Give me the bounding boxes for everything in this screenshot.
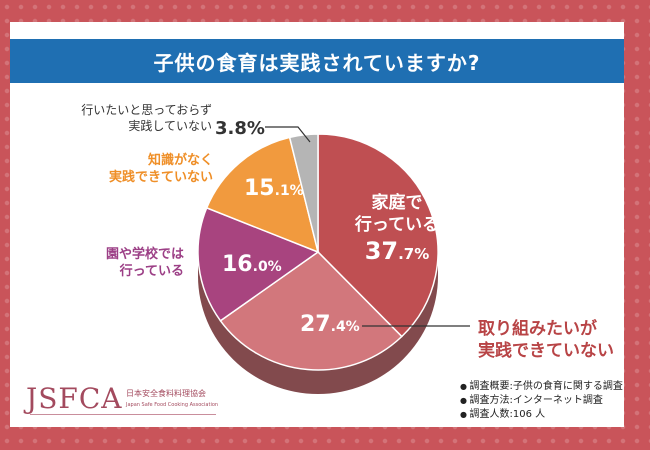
survey-notes: 調査概要:子供の食育に関する調査 調査方法:インターネット調査 調査人数:106… [460, 380, 623, 422]
label-home-pct: 37.7% [342, 236, 452, 267]
label-home-line1: 家庭で [371, 193, 423, 213]
label-notyet-pct: 27.4% [300, 312, 360, 337]
label-school: 園や学校では 行っている [84, 247, 184, 281]
label-school-line1: 園や学校では [105, 247, 184, 262]
survey-note-summary: 調査概要:子供の食育に関する調査 [460, 380, 623, 394]
pie-slice-home [317, 133, 439, 338]
label-noknow-pct-dec: .1% [274, 183, 304, 199]
pie-slice-notyet [219, 251, 403, 371]
label-notyet-line1: 取り組みたいが [478, 319, 597, 339]
label-want-pct: 3.8% [215, 118, 265, 139]
label-notyet-pct-int: 27 [300, 312, 331, 337]
survey-note-count: 調査人数:106 人 [460, 408, 623, 422]
label-home-pct-dec: .7% [398, 245, 430, 264]
label-home-line2: 行っている [354, 215, 440, 236]
label-notyet-line2: 実践できていない [478, 341, 614, 362]
logo-mark: JSFCA [26, 382, 123, 415]
label-want: 行いたいと思っておらず 実践していない [44, 103, 212, 134]
label-noknow: 知識がなく 実践できていない [100, 153, 213, 187]
label-noknow-pct: 15.1% [244, 176, 304, 201]
label-home-pct-int: 37 [364, 237, 399, 266]
pie-slice-noknow [205, 136, 320, 254]
leader-line-want [265, 126, 311, 143]
label-school-pct-dec: .0% [252, 259, 282, 275]
label-noknow-line2: 実践できていない [108, 169, 213, 185]
logo-org-name: 日本安全食料料理協会 [126, 389, 206, 398]
label-want-line1: 行いたいと思っておらず [81, 103, 212, 117]
label-notyet: 取り組みたいが 実践できていない [478, 318, 614, 362]
label-school-pct: 16.0% [222, 252, 282, 277]
label-noknow-pct-int: 15 [244, 176, 275, 201]
label-school-pct-int: 16 [222, 252, 253, 277]
pie-side-wall [198, 252, 438, 394]
survey-note-method: 調査方法:インターネット調査 [460, 394, 623, 408]
logo-divider [30, 414, 216, 415]
logo-org-name-en: Japan Safe Food Cooking Association [126, 402, 219, 408]
pie-slice-school [197, 206, 320, 322]
label-school-line2: 行っている [119, 263, 184, 279]
chart-title: 子供の食育は実践されていますか? [10, 39, 624, 83]
label-noknow-line1: 知識がなく [147, 153, 213, 168]
label-want-line2: 実践していない [128, 118, 212, 133]
label-home: 家庭で 行っている 37.7% [342, 192, 452, 267]
label-notyet-pct-dec: .4% [330, 319, 360, 335]
